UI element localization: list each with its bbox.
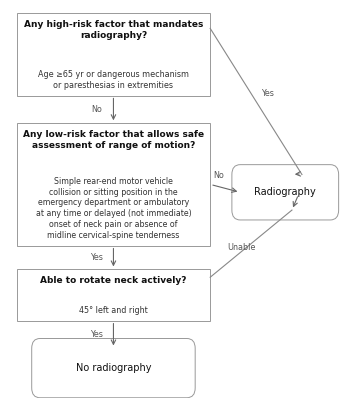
Text: No: No [91,105,102,114]
Text: Unable: Unable [227,243,255,252]
Text: Yes: Yes [261,89,274,98]
Text: Yes: Yes [90,253,103,262]
FancyBboxPatch shape [32,338,195,398]
Text: Any low-risk factor that allows safe
assessment of range of motion?: Any low-risk factor that allows safe ass… [23,130,204,150]
Text: Any high-risk factor that mandates
radiography?: Any high-risk factor that mandates radio… [24,20,203,40]
Text: Yes: Yes [90,330,103,339]
FancyBboxPatch shape [17,13,210,96]
Text: No: No [213,172,224,180]
Text: No radiography: No radiography [76,363,151,373]
Text: Radiography: Radiography [254,187,316,197]
Text: Able to rotate neck actively?: Able to rotate neck actively? [40,277,187,285]
FancyBboxPatch shape [17,269,210,321]
FancyBboxPatch shape [232,165,339,220]
Text: Age ≥65 yr or dangerous mechanism
or paresthesias in extremities: Age ≥65 yr or dangerous mechanism or par… [38,70,189,90]
FancyBboxPatch shape [17,123,210,246]
Text: 45° left and right: 45° left and right [79,306,148,315]
Text: Simple rear-end motor vehicle
collision or sitting position in the
emergency dep: Simple rear-end motor vehicle collision … [35,177,191,240]
